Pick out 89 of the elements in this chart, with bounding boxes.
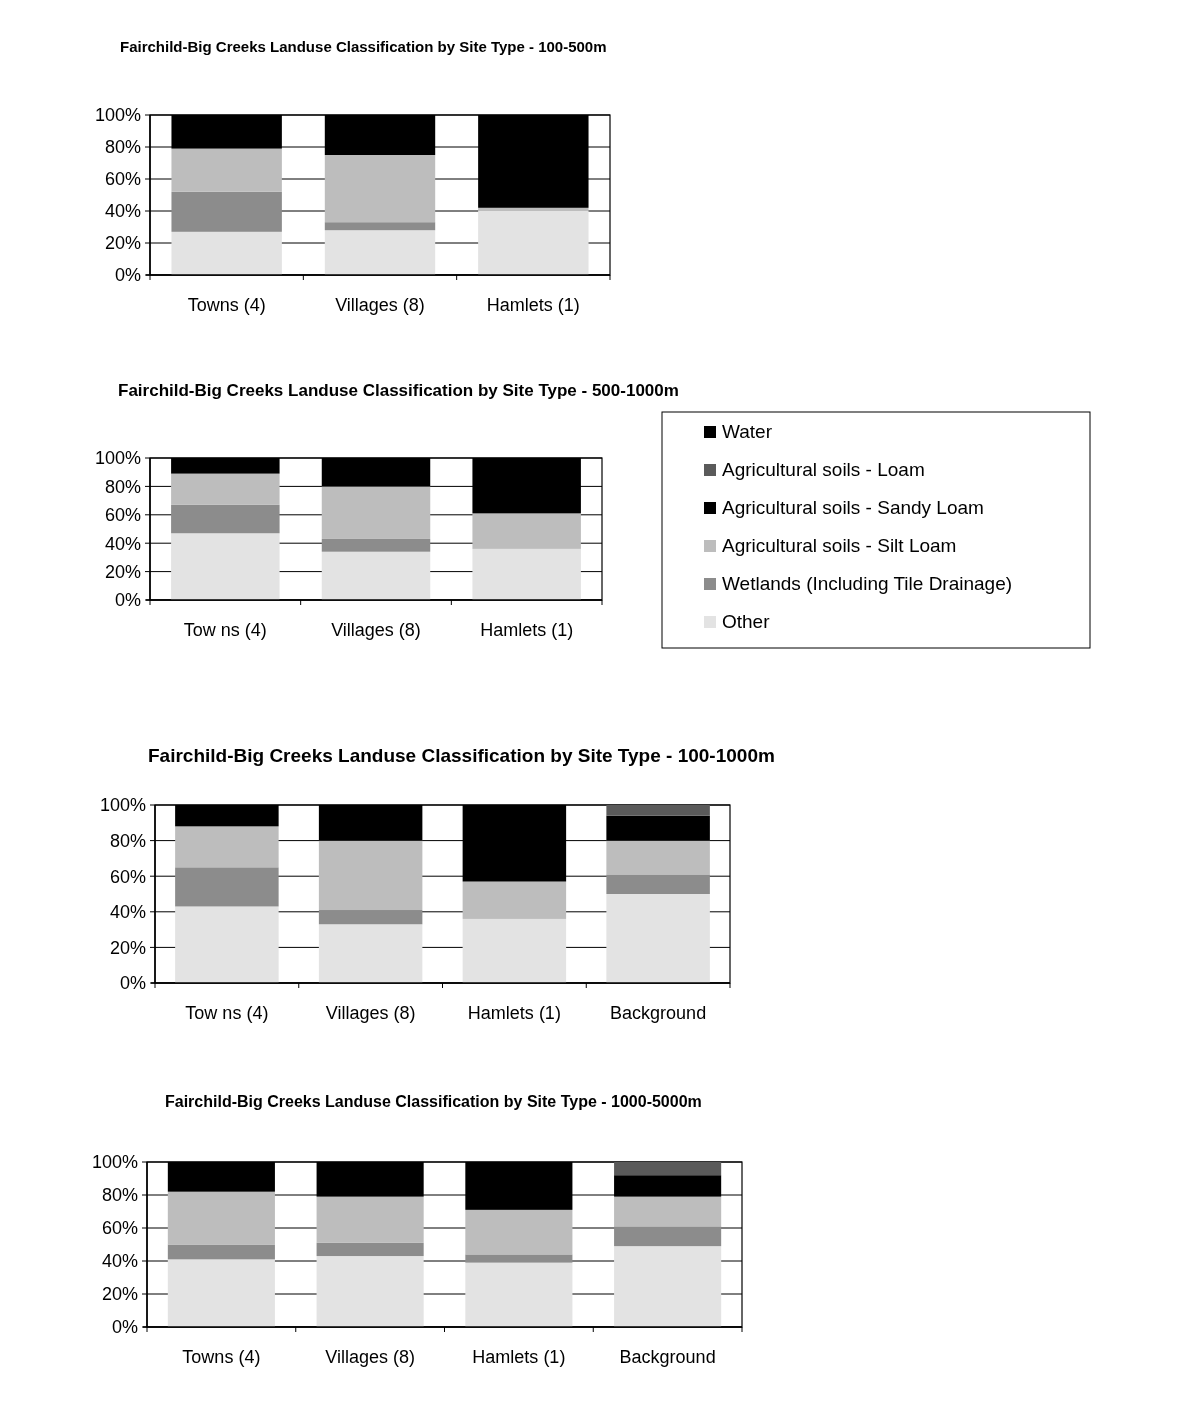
bar bbox=[472, 548, 581, 600]
y-tick-label: 20% bbox=[109, 937, 146, 958]
x-tick-label: Villages (8) bbox=[335, 295, 425, 315]
bar bbox=[614, 1226, 722, 1247]
y-tick-label: 80% bbox=[104, 476, 141, 497]
x-tick-label: Towns (4) bbox=[182, 1347, 261, 1367]
bar bbox=[614, 1162, 722, 1176]
y-tick-label: 40% bbox=[109, 902, 146, 923]
y-tick-label: 0% bbox=[119, 973, 146, 994]
bar bbox=[321, 486, 431, 539]
bar bbox=[321, 551, 431, 600]
bar bbox=[324, 155, 436, 223]
y-tick-label: 100% bbox=[91, 1152, 138, 1173]
x-tick-label: Hamlets (1) bbox=[467, 1003, 561, 1023]
chart-title: Fairchild-Big Creeks Landuse Classification by Site Type - 100-1000m bbox=[148, 745, 775, 766]
x-tick-label: Tow ns (4) bbox=[183, 620, 267, 640]
bar bbox=[175, 867, 279, 907]
bar bbox=[478, 207, 589, 211]
bar bbox=[465, 1254, 573, 1263]
legend-label: Agricultural soils - Sandy Loam bbox=[722, 497, 984, 518]
bar bbox=[462, 918, 567, 983]
bar bbox=[171, 191, 282, 232]
y-tick-label: 80% bbox=[109, 830, 146, 851]
x-tick-label: Villages (8) bbox=[325, 1003, 416, 1023]
bar bbox=[171, 148, 282, 192]
y-tick-label: 100% bbox=[94, 105, 141, 126]
y-tick-label: 60% bbox=[104, 505, 141, 526]
bar bbox=[318, 910, 423, 925]
y-tick-label: 80% bbox=[101, 1185, 138, 1206]
y-tick-label: 60% bbox=[104, 169, 141, 190]
bar bbox=[171, 231, 282, 275]
bar bbox=[316, 1256, 424, 1327]
bar bbox=[318, 924, 423, 983]
bar bbox=[175, 906, 279, 983]
x-tick-label: Hamlets (1) bbox=[486, 295, 580, 315]
chart-title: Fairchild-Big Creeks Landuse Classification by Site Type - 500-1000m bbox=[118, 381, 679, 400]
y-tick-label: 0% bbox=[114, 265, 141, 286]
legend-label: Agricultural soils - Silt Loam bbox=[722, 535, 957, 556]
bar bbox=[171, 504, 280, 534]
x-tick-label: Towns (4) bbox=[187, 295, 266, 315]
bar bbox=[171, 533, 280, 600]
x-tick-label: Hamlets (1) bbox=[480, 620, 574, 640]
bar bbox=[614, 1246, 722, 1327]
bar bbox=[175, 826, 279, 868]
x-tick-label: Background bbox=[610, 1003, 707, 1023]
chart-title: Fairchild-Big Creeks Landuse Classification by Site Type - 100-500m bbox=[120, 38, 607, 55]
bar bbox=[606, 805, 710, 816]
y-tick-label: 100% bbox=[99, 795, 146, 816]
bar bbox=[465, 1262, 573, 1327]
y-tick-label: 0% bbox=[114, 590, 141, 611]
bar bbox=[316, 1242, 424, 1257]
x-tick-label: Tow ns (4) bbox=[185, 1003, 269, 1023]
bar bbox=[321, 538, 431, 552]
y-tick-label: 80% bbox=[104, 137, 141, 158]
bar bbox=[324, 230, 436, 275]
x-tick-label: Villages (8) bbox=[325, 1347, 415, 1367]
bar bbox=[167, 1244, 275, 1260]
bar bbox=[318, 840, 423, 911]
y-tick-label: 40% bbox=[101, 1251, 138, 1272]
legend-label: Water bbox=[722, 421, 773, 442]
bar bbox=[614, 1196, 722, 1227]
x-tick-label: Villages (8) bbox=[331, 620, 421, 640]
y-tick-label: 100% bbox=[94, 448, 141, 469]
bar bbox=[606, 874, 710, 894]
legend-label: Wetlands (Including Tile Drainage) bbox=[722, 573, 1013, 594]
bar bbox=[472, 513, 581, 549]
x-tick-label: Hamlets (1) bbox=[472, 1347, 566, 1367]
y-tick-label: 60% bbox=[109, 866, 146, 887]
legend-label: Other bbox=[722, 611, 771, 632]
legend-label: Agricultural soils - Loam bbox=[722, 459, 925, 480]
y-tick-label: 40% bbox=[104, 201, 141, 222]
x-tick-label: Background bbox=[619, 1347, 716, 1367]
bar bbox=[171, 473, 280, 505]
bar bbox=[478, 211, 589, 275]
y-tick-label: 0% bbox=[111, 1317, 138, 1338]
bar bbox=[324, 222, 436, 231]
bar bbox=[465, 1209, 573, 1255]
bar bbox=[606, 840, 710, 875]
bar bbox=[606, 894, 710, 983]
y-tick-label: 20% bbox=[104, 561, 141, 582]
y-tick-label: 20% bbox=[101, 1284, 138, 1305]
bar bbox=[462, 881, 567, 919]
y-tick-label: 60% bbox=[101, 1218, 138, 1239]
chart-title: Fairchild-Big Creeks Landuse Classification by Site Type - 1000-5000m bbox=[165, 1093, 702, 1110]
bar bbox=[316, 1196, 424, 1243]
bar bbox=[167, 1259, 275, 1327]
y-tick-label: 40% bbox=[104, 533, 141, 554]
bar bbox=[167, 1191, 275, 1245]
y-tick-label: 20% bbox=[104, 233, 141, 254]
